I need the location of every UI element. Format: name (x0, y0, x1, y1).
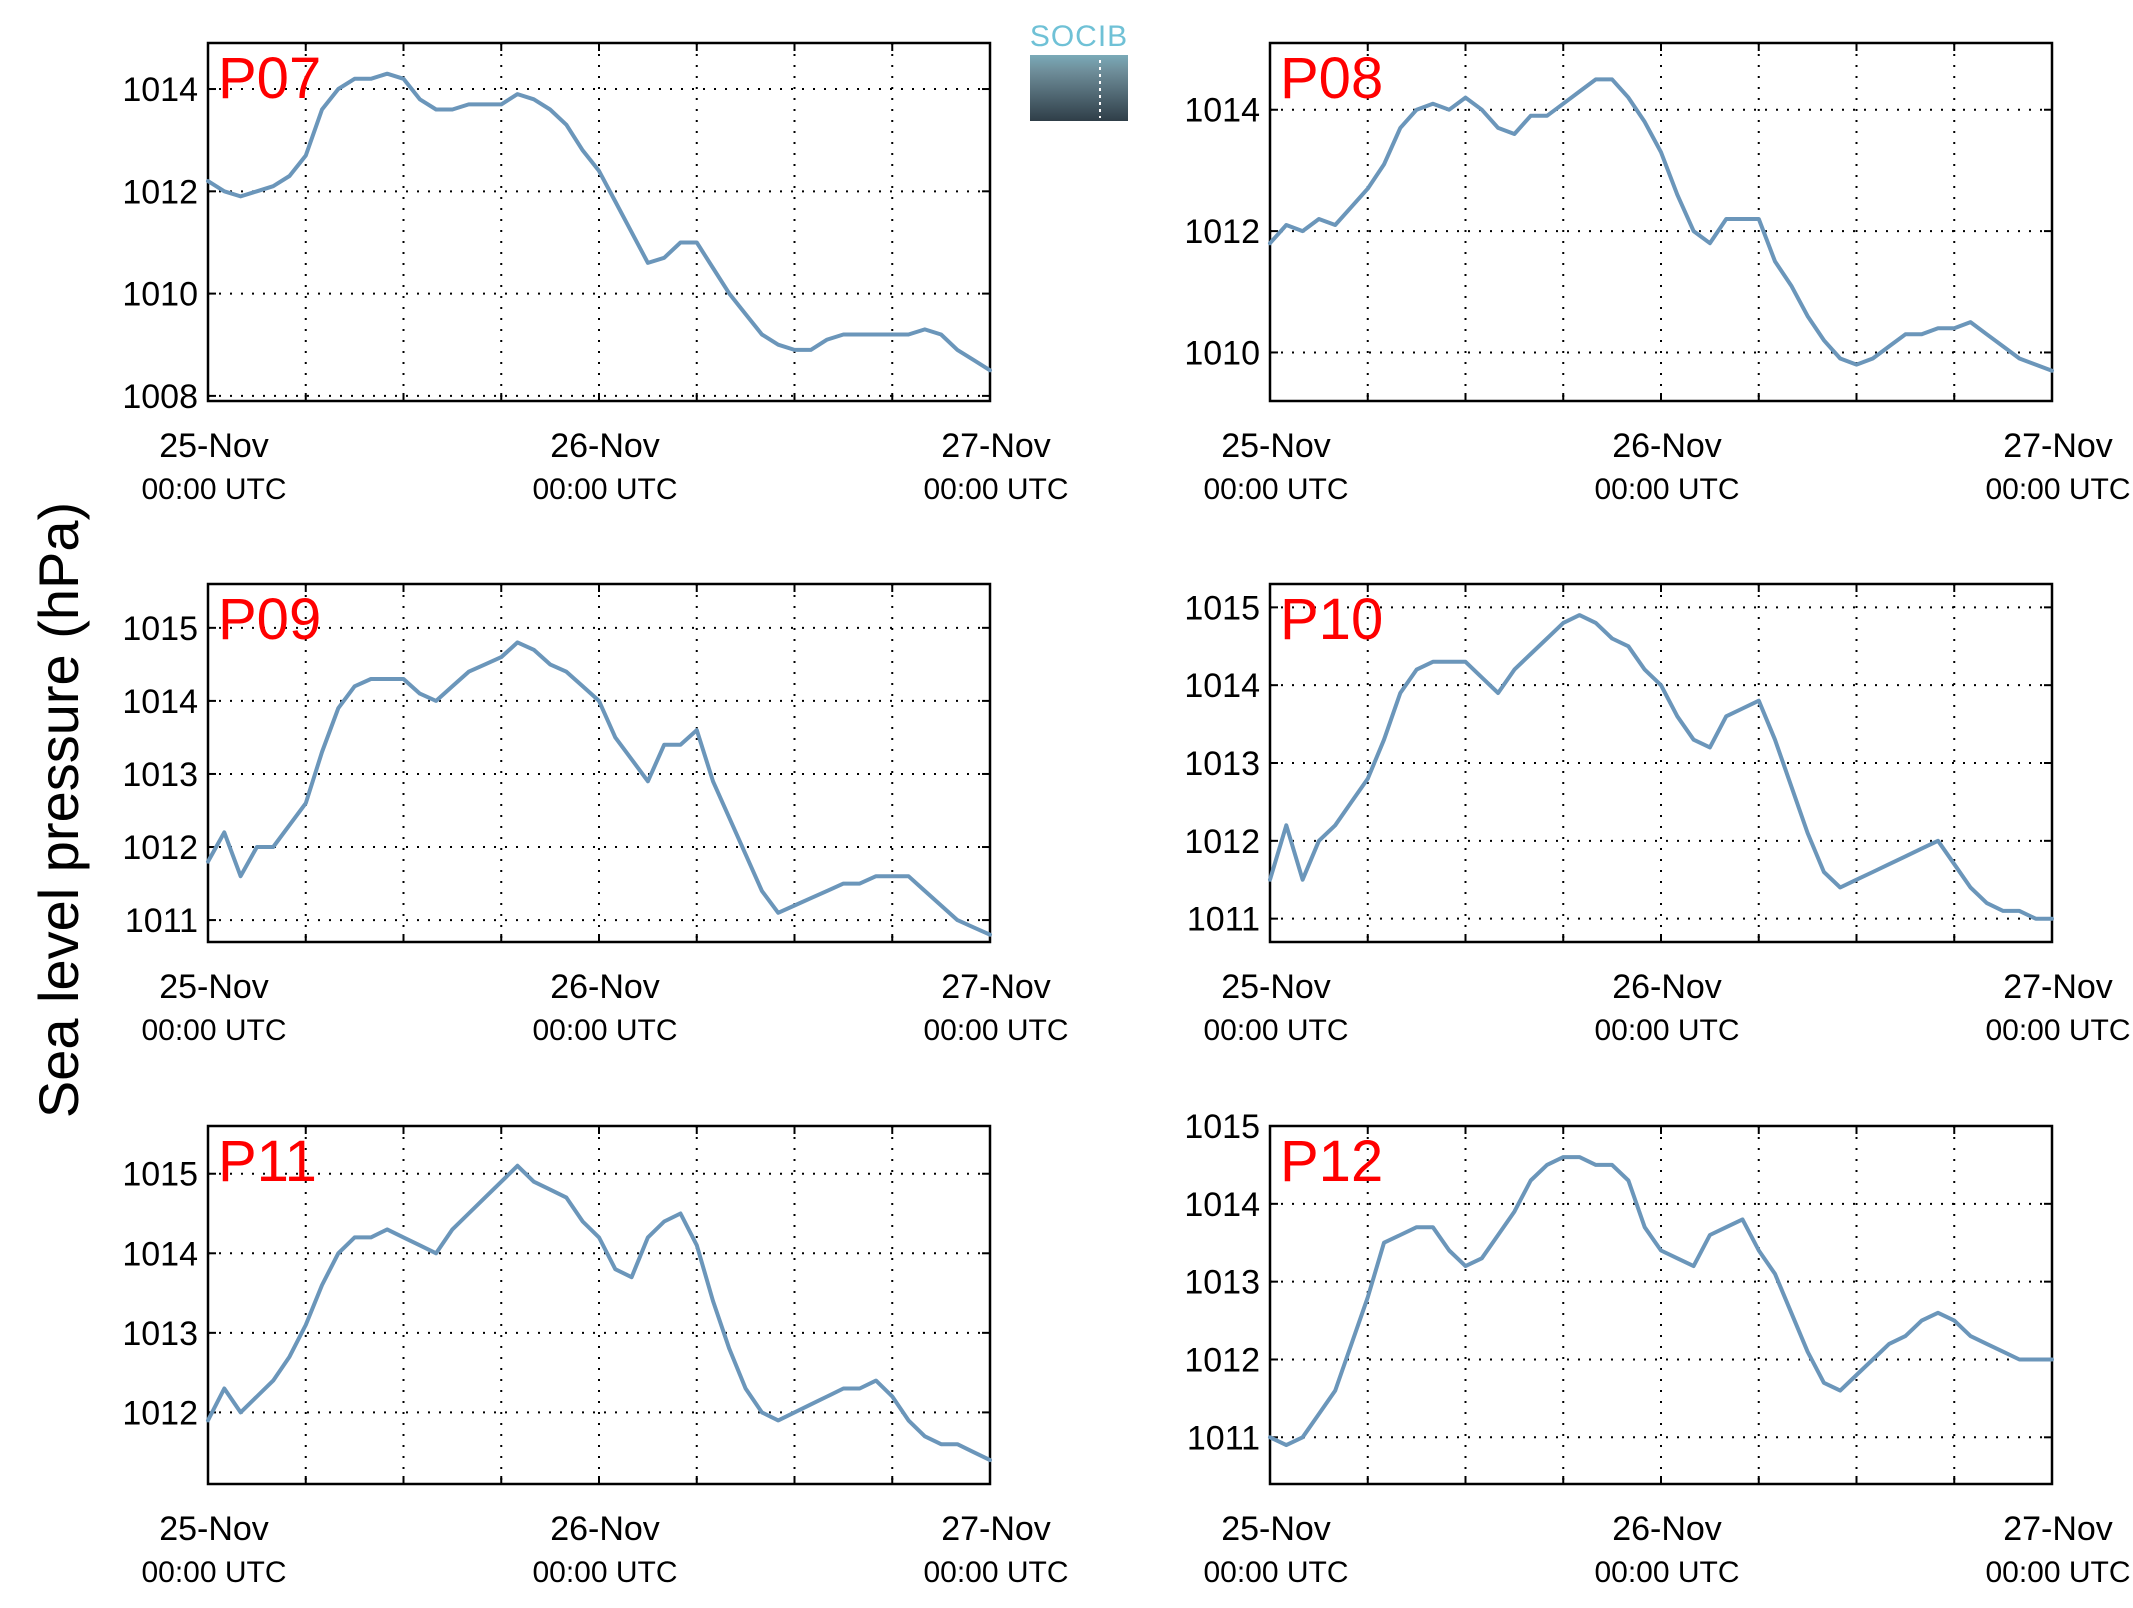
x-tick-label-day: 25-Nov (1221, 968, 1331, 1006)
y-tick-label: 1015 (122, 1156, 198, 1194)
y-axis-label: Sea level pressure (hPa) (27, 502, 90, 1118)
x-tick-label-time: 00:00 UTC (141, 1014, 286, 1047)
axes-frame (1268, 1124, 2054, 1486)
y-tick-label: 1008 (122, 378, 198, 416)
x-tick-label-day: 27-Nov (2003, 968, 2113, 1006)
x-tick-label-day: 27-Nov (2003, 427, 2113, 465)
x-tick-label-time: 00:00 UTC (923, 1556, 1068, 1589)
x-tick-label-time: 00:00 UTC (1594, 1014, 1739, 1047)
y-tick-label: 1013 (1184, 1264, 1260, 1302)
panel-p12: 1011 1012 1013 1014 1015 P12 25-Nov 00:00 UTC 26… (1184, 1108, 2130, 1589)
series-line-p07 (206, 71, 992, 373)
x-tick-label-time: 00:00 UTC (1985, 473, 2130, 506)
panel-title: P09 (218, 587, 321, 652)
y-tick-label: 1013 (122, 756, 198, 794)
y-tick-label: 1010 (1184, 334, 1260, 372)
x-tick-label-day: 25-Nov (159, 1510, 269, 1548)
y-tick-label: 1014 (1184, 1186, 1260, 1224)
y-tick-label: 1015 (122, 610, 198, 648)
y-tick-label: 1012 (122, 173, 198, 211)
x-tick-label-time: 00:00 UTC (141, 1556, 286, 1589)
x-tick-label-time: 00:00 UTC (532, 1014, 677, 1047)
x-tick-label-time: 00:00 UTC (1594, 473, 1739, 506)
series-line-p09 (206, 640, 992, 937)
x-tick-label-day: 25-Nov (159, 427, 269, 465)
x-tick-label-time: 00:00 UTC (1203, 1556, 1348, 1589)
series-line-p10 (1268, 613, 2054, 921)
x-tick-label-day: 26-Nov (550, 427, 660, 465)
panel-title: P07 (218, 46, 321, 111)
x-tick-label-time: 00:00 UTC (532, 473, 677, 506)
y-tick-label: 1013 (122, 1315, 198, 1353)
x-tick-label-time: 00:00 UTC (923, 473, 1068, 506)
panel-p11: 1012 1013 1014 1015 P11 25-Nov 00:00 UTC 26-Nov… (122, 1124, 1069, 1589)
y-tick-label: 1012 (122, 1394, 198, 1432)
panel-p10: 1011 1012 1013 1014 1015 P10 25-Nov 00:00 UTC 26… (1184, 582, 2131, 1047)
x-tick-label-time: 00:00 UTC (1594, 1556, 1739, 1589)
y-tick-label: 1015 (1184, 589, 1260, 627)
panel-p08: 1010 1012 1014 P08 25-Nov 00:00 UTC 26-Nov 00:0… (1184, 41, 2131, 506)
x-tick-label-day: 27-Nov (2003, 1510, 2113, 1548)
y-tick-label: 1012 (1184, 213, 1260, 251)
x-tick-label-time: 00:00 UTC (141, 473, 286, 506)
y-tick-label: 1011 (125, 902, 198, 940)
axes-frame (206, 582, 992, 944)
y-tick-label: 1014 (122, 683, 198, 721)
socib-logo: SOCIB (1030, 20, 1128, 121)
x-tick-label-day: 27-Nov (941, 427, 1051, 465)
x-tick-label-day: 25-Nov (159, 968, 269, 1006)
y-tick-label: 1014 (122, 1235, 198, 1273)
y-tick-label: 1012 (122, 829, 198, 867)
series-line-p11 (206, 1163, 992, 1463)
socib-logo-mark (1030, 55, 1128, 121)
panel-title: P10 (1280, 587, 1383, 652)
y-tick-label: 1012 (1184, 823, 1260, 861)
x-tick-label-day: 26-Nov (550, 968, 660, 1006)
axes-frame (206, 1124, 992, 1486)
axes-frame (1268, 41, 2054, 403)
y-tick-label: 1014 (1184, 667, 1260, 705)
panel-p07: 1008 1010 1012 1014 P07 25-Nov 00:00 UTC 26-Nov… (122, 41, 1069, 506)
x-tick-label-time: 00:00 UTC (1203, 473, 1348, 506)
x-tick-label-time: 00:00 UTC (1985, 1556, 2130, 1589)
y-tick-label: 1011 (1187, 901, 1260, 939)
x-tick-label-time: 00:00 UTC (923, 1014, 1068, 1047)
series-line-p12 (1268, 1155, 2054, 1448)
axes-frame (1268, 582, 2054, 944)
y-tick-label: 1014 (1184, 92, 1260, 130)
panel-title: P11 (218, 1129, 317, 1194)
x-tick-label-day: 27-Nov (941, 968, 1051, 1006)
axes-frame (206, 41, 992, 403)
socib-logo-text: SOCIB (1030, 20, 1128, 53)
x-tick-label-day: 25-Nov (1221, 427, 1331, 465)
y-tick-label: 1012 (1184, 1341, 1260, 1379)
x-tick-label-day: 26-Nov (1612, 427, 1722, 465)
x-tick-label-day: 26-Nov (1612, 968, 1722, 1006)
x-tick-label-day: 27-Nov (941, 1510, 1051, 1548)
y-tick-label: 1011 (1187, 1419, 1260, 1457)
y-tick-label: 1010 (122, 276, 198, 314)
panel-p09: 1011 1012 1013 1014 1015 P09 25-Nov 00:00 UTC 26… (122, 582, 1069, 1047)
x-tick-label-day: 26-Nov (1612, 1510, 1722, 1548)
y-tick-label: 1013 (1184, 745, 1260, 783)
x-tick-label-time: 00:00 UTC (1203, 1014, 1348, 1047)
series-line-p08 (1268, 77, 2054, 373)
panel-title: P12 (1280, 1129, 1383, 1194)
x-tick-label-time: 00:00 UTC (1985, 1014, 2130, 1047)
panel-title: P08 (1280, 46, 1383, 111)
x-tick-label-day: 26-Nov (550, 1510, 660, 1548)
x-tick-label-day: 25-Nov (1221, 1510, 1331, 1548)
x-tick-label-time: 00:00 UTC (532, 1556, 677, 1589)
y-tick-label: 1014 (122, 71, 198, 109)
y-tick-label: 1015 (1184, 1108, 1260, 1146)
